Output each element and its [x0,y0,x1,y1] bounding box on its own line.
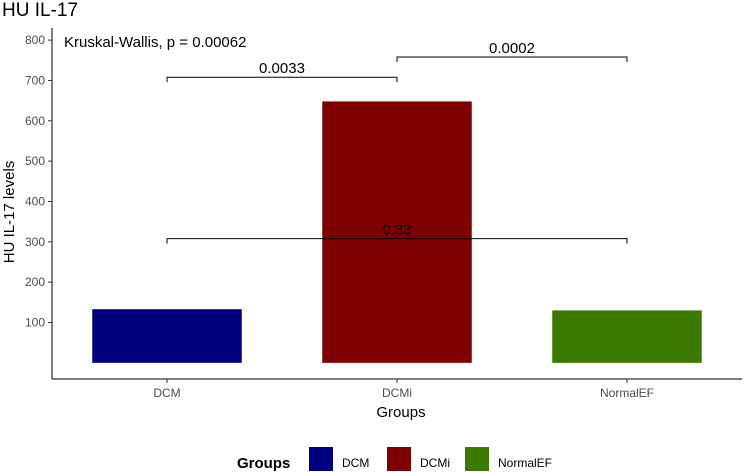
comparison-p-value: 0.0033 [259,60,305,77]
y-tick-label: 400 [25,194,45,208]
kruskal-wallis-label: Kruskal-Wallis, p = 0.00062 [64,34,246,51]
y-tick-label: 600 [25,114,45,128]
bar-dcm [92,309,242,363]
chart-title: HU IL-17 [2,0,78,21]
comparison-bracket [166,238,628,244]
y-axis-title: HU IL-17 levels [1,161,18,264]
comparison-p-value: 0.33 [382,222,411,239]
legend-swatch-normalef [465,447,489,471]
y-tick-label: 700 [25,73,45,87]
x-tick-label: NormalEF [600,386,654,400]
legend: Groups DCM DCMi NormalEF [237,447,552,472]
y-tick-label: 300 [25,235,45,249]
bar-dcmi [322,101,472,363]
comparison-bracket [396,56,628,63]
legend-label: NormalEF [498,456,552,470]
y-tick-label: 500 [25,154,45,168]
legend-label: DCMi [420,456,450,470]
comparison-bracket [166,76,398,83]
legend-swatch-dcm [309,447,333,471]
legend-swatch-dcmi [387,447,411,471]
plot-area: 100 200 300 400 500 600 700 800 DCM DCMi NormalEF K… [25,28,742,400]
comparison-p-value: 0.0002 [489,40,535,57]
y-tick-label: 200 [25,275,45,289]
y-tick-label: 800 [25,33,45,47]
x-tick-label: DCMi [382,386,412,400]
legend-label: DCM [342,456,369,470]
x-axis-title: Groups [376,404,425,421]
y-tick-label: 100 [25,316,45,330]
x-tick-label: DCM [153,386,180,400]
legend-title: Groups [237,455,290,472]
bar-normalef [552,310,702,363]
